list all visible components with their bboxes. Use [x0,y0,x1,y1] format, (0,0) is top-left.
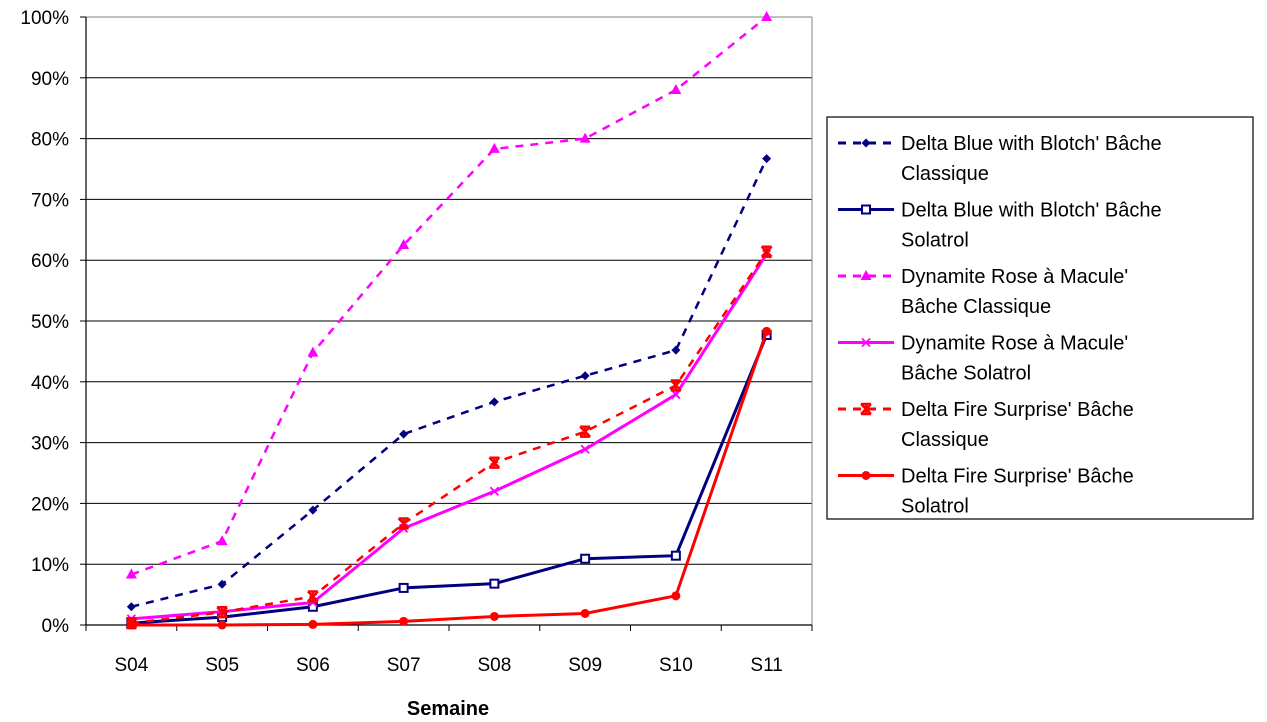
asterisk-marker [670,379,682,392]
legend-entry-label: Dynamite Rose à Macule' [901,266,1128,288]
circle-marker [861,471,871,480]
legend-entry-label: Delta Fire Surprise' Bâche [901,466,1134,488]
series-line [130,16,768,576]
triangle-marker [216,535,228,546]
legend-entry-label: Delta Blue with Blotch' Bâche [901,200,1162,222]
triangle-marker [670,83,682,94]
x-tick-label: S06 [296,655,330,676]
series-group [125,245,773,630]
circle-marker [399,616,409,626]
x-marker [671,389,681,400]
y-tick-label: 50% [31,312,69,333]
x-axis-tick-labels: S04 S05 S06 S07 S08 S09 S10 S11 [114,655,782,676]
asterisk-marker [307,590,319,603]
circle-marker [671,591,681,601]
series-line [131,334,769,625]
series-group [125,11,773,579]
series-group [126,326,772,630]
plot-series [125,11,773,630]
y-tick-label: 40% [31,373,69,394]
square-marker [670,550,681,561]
legend-entry-label: Bâche Classique [901,296,1051,318]
x-tick-label: S09 [568,655,602,676]
legend-entry-label: Bâche Solatrol [901,363,1031,385]
legend-entry-label: Solatrol [901,496,969,518]
y-tick-label: 80% [31,130,69,151]
asterisk-marker [488,456,501,469]
circle-marker [489,611,499,621]
asterisk-marker [397,517,410,530]
x-axis-title: Semaine [407,698,489,720]
triangle-marker [860,270,872,280]
legend-box [826,116,1254,520]
diamond-marker [308,505,318,515]
circle-marker [762,326,772,336]
y-tick-label: 70% [31,190,69,211]
triangle-marker [761,11,773,21]
y-tick-label: 30% [31,434,69,455]
triangle-marker [579,132,591,143]
diamond-marker [580,371,590,381]
diamond-marker [762,154,772,164]
y-axis-tick-labels: 0% 10% 20% 30% 40% 50% 60% 70% 80% 90% 100% [20,8,69,637]
series-line [131,330,769,627]
y-tick-label: 60% [31,251,69,272]
x-tick-label: S11 [750,655,782,676]
axes [80,16,813,631]
legend-entry-label: Delta Blue with Blotch' Bâche [901,133,1162,155]
triangle-marker [125,568,137,579]
asterisk-marker [216,606,228,619]
y-tick-label: 20% [31,494,69,515]
circle-marker [308,619,318,629]
asterisk-marker [760,245,773,258]
x-tick-label: S04 [114,655,148,676]
x-marker [489,486,500,496]
circle-marker [580,608,590,618]
legend-entry-label: Classique [901,429,989,451]
x-tick-label: S07 [387,655,421,676]
asterisk-marker [860,402,872,416]
series-group [126,249,772,624]
y-tick-label: 90% [31,69,69,90]
x-marker [580,444,590,454]
series-group [126,154,772,612]
circle-marker [126,620,136,630]
series-line [131,158,768,608]
x-tick-label: S05 [205,655,239,676]
diamond-marker [399,429,409,439]
y-tick-label: 10% [31,555,69,576]
square-marker [861,204,871,215]
square-marker [398,582,409,593]
x-tick-label: S10 [659,655,693,676]
legend: Delta Blue with Blotch' Bâche Classique De… [826,116,1254,520]
square-marker [489,578,500,589]
y-tick-label: 0% [42,616,70,637]
triangle-marker [307,346,319,357]
x-marker [861,337,871,348]
square-marker [580,553,591,564]
legend-entry-label: Delta Fire Surprise' Bâche [901,399,1134,421]
legend-entry-label: Classique [901,163,989,185]
asterisk-marker [579,425,591,438]
legend-entry-label: Dynamite Rose à Macule' [901,333,1128,355]
circle-marker [217,620,227,630]
diamond-marker [126,602,136,612]
diamond-marker [861,138,871,148]
x-tick-label: S08 [477,655,511,676]
triangle-marker [488,142,500,153]
y-tick-label: 100% [20,8,69,29]
diamond-marker [671,345,681,355]
diamond-marker [217,579,227,589]
legend-entry-label: Solatrol [901,230,969,252]
diamond-marker [489,397,499,407]
series-line [131,250,768,625]
triangle-marker [398,239,410,249]
